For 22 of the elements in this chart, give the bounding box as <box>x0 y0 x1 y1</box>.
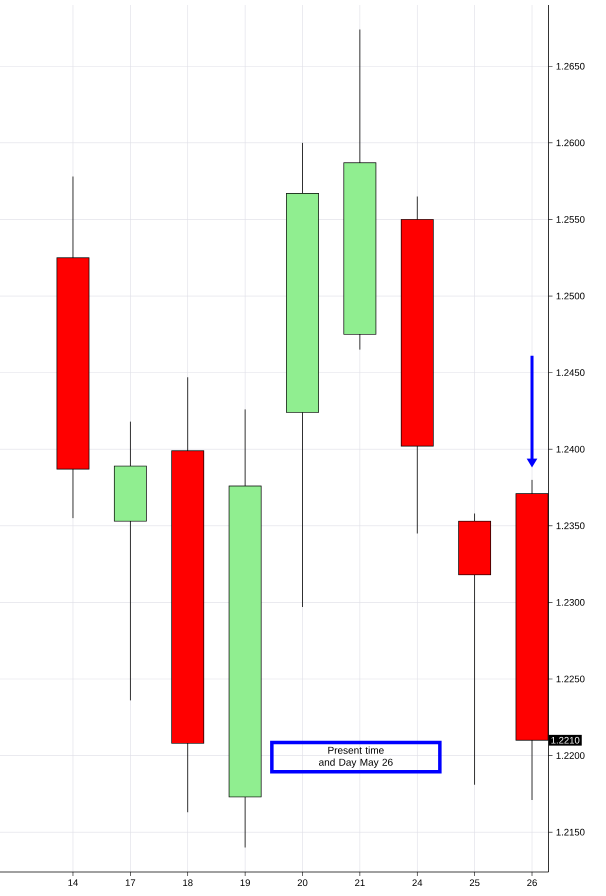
x-tick-label: 21 <box>355 879 365 886</box>
y-tick-label: 1.2500 <box>556 292 585 300</box>
y-tick-label: 1.2150 <box>556 828 585 836</box>
annotation: Present time and Day May 26 <box>319 746 393 768</box>
y-tick-label: 1.2600 <box>556 139 585 146</box>
y-tick-label: 1.2250 <box>556 676 585 682</box>
x-tick-label: 26 <box>527 879 537 886</box>
y-tick-label: 1.2550 <box>556 216 585 223</box>
y-tick-label: 1.2450 <box>556 369 585 376</box>
y-tick-label: 1.2200 <box>556 752 585 759</box>
x-tick-label: 18 <box>183 879 193 886</box>
y-tick-label: 1.2350 <box>556 522 585 530</box>
x-tick-label: 20 <box>298 879 308 886</box>
annotation: 1.2210 <box>551 736 580 744</box>
x-tick-label: 24 <box>412 879 422 886</box>
x-tick-label: 25 <box>470 879 480 886</box>
y-tick-label: 1.2400 <box>556 446 585 453</box>
x-tick-label: 19 <box>240 879 250 886</box>
y-tick-label: 1.2650 <box>556 62 585 70</box>
y-tick-label: 1.2300 <box>556 599 585 606</box>
x-tick-label: 14 <box>68 879 78 886</box>
x-tick-label: 17 <box>126 879 136 886</box>
